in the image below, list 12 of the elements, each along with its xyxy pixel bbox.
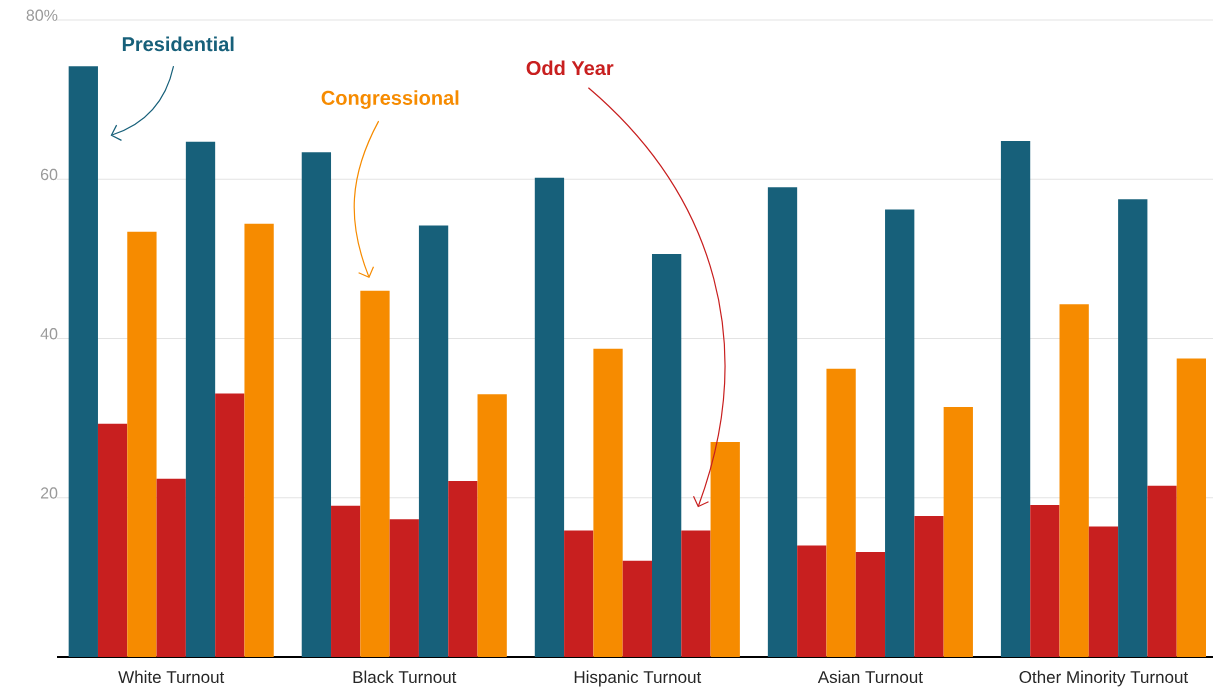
x-tick-label: Asian Turnout xyxy=(817,670,923,684)
annotation: Odd Year xyxy=(526,60,614,76)
y-tick-label: 80% xyxy=(26,9,58,21)
x-tick-label: Black Turnout xyxy=(353,670,457,684)
x-tick-label: Other Minority Turnout xyxy=(1019,670,1189,687)
y-tick-label: 40 xyxy=(40,328,58,340)
x-tick-label: White Turnout xyxy=(118,670,225,684)
annotation: Presidential xyxy=(122,36,234,52)
annotation: Congressional xyxy=(321,90,459,109)
y-tick-label: 20 xyxy=(40,487,58,499)
y-tick-label: 60 xyxy=(40,168,58,181)
x-tick-label: Hispanic Turnout xyxy=(574,670,702,687)
